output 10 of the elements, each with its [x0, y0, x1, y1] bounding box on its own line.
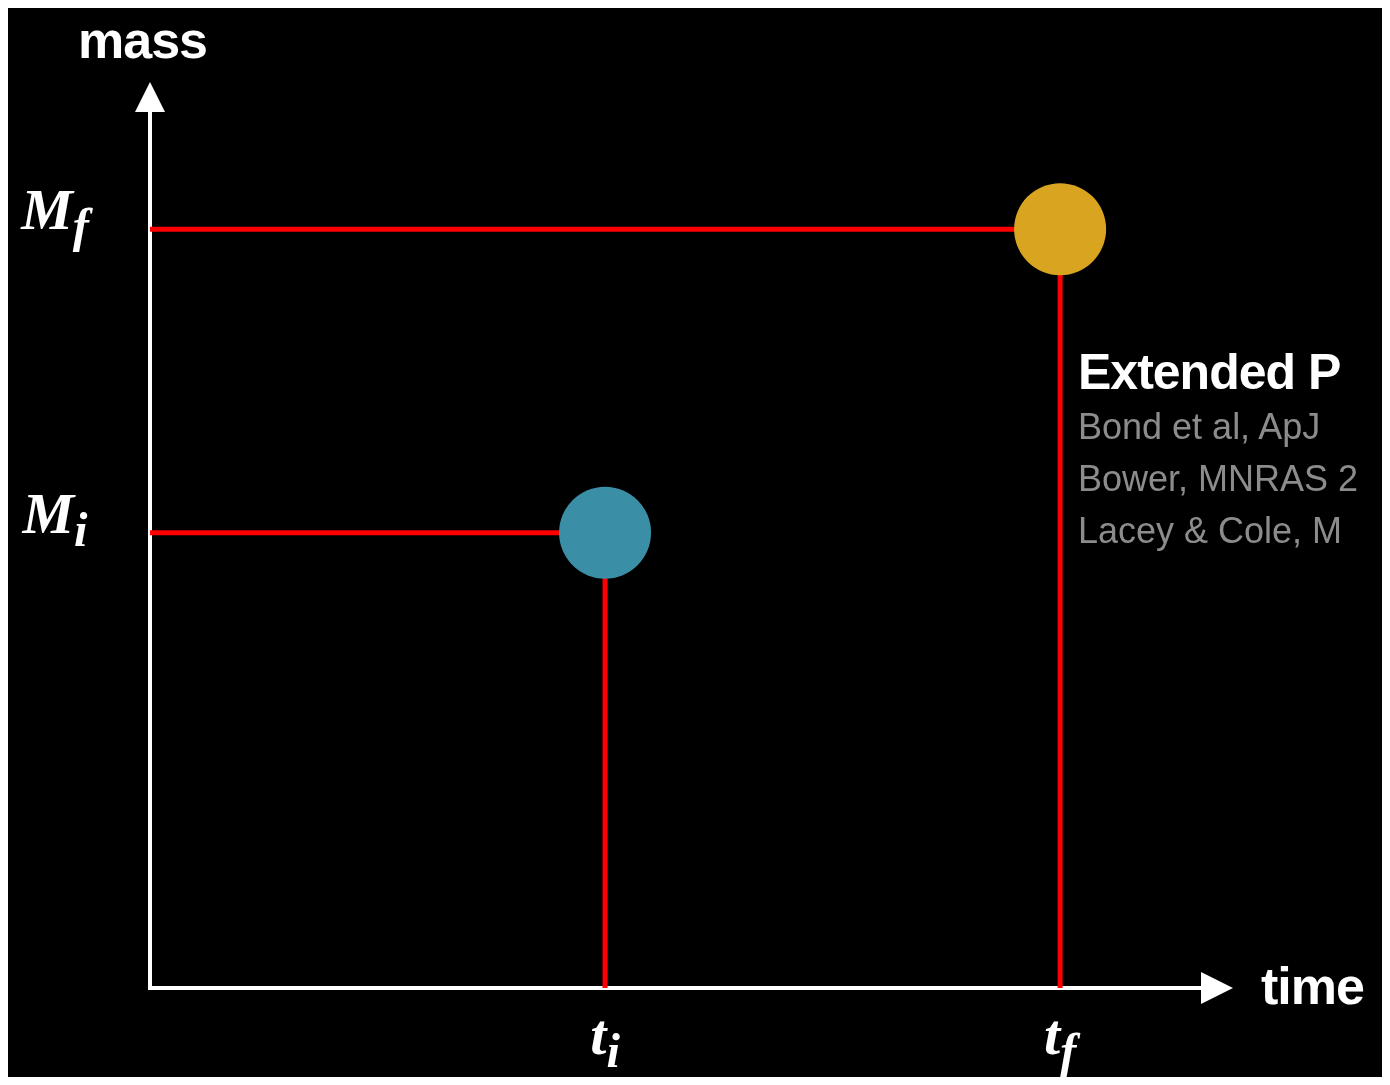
text: Extended P: [1078, 343, 1342, 401]
annotation: Bond et al, ApJ: [1078, 405, 1322, 449]
x-tick-label: t$_{i}$: [589, 1001, 621, 1079]
ref-line-label: M$_{f}$: [19, 176, 94, 255]
x-axis-title: time: [1261, 956, 1364, 1016]
annotation: Lacey & Cole, M: [1078, 509, 1344, 553]
x-tick-label: t$_{f}$: [1043, 1001, 1082, 1079]
y-axis-title: mass: [78, 10, 207, 70]
ref-line-label: M$_{i}$: [20, 480, 89, 558]
annotation: Bower, MNRAS 2: [1078, 457, 1359, 501]
